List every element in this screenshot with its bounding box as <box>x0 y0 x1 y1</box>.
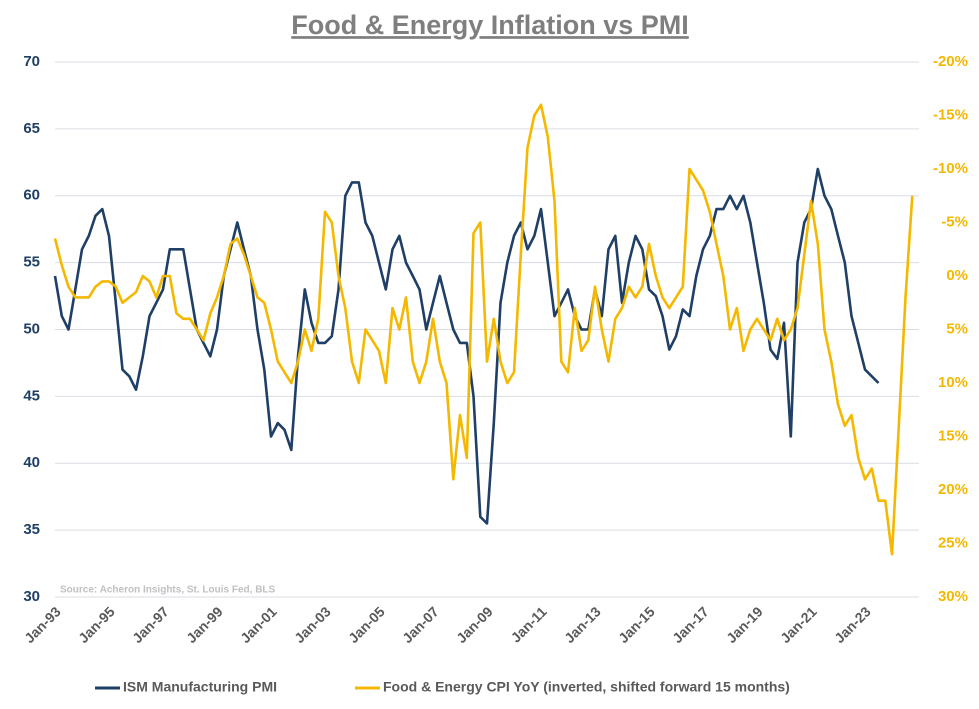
y2-tick-label: -5% <box>941 213 968 230</box>
legend-label: ISM Manufacturing PMI <box>123 679 277 695</box>
y2-tick-label: 25% <box>938 534 968 551</box>
x-tick-label: Jan-05 <box>345 603 388 646</box>
x-tick-label: Jan-15 <box>615 603 658 646</box>
y2-tick-label: -15% <box>933 106 968 123</box>
x-tick-label: Jan-03 <box>291 603 334 646</box>
y2-tick-label: 30% <box>938 588 968 605</box>
y2-tick-label: -20% <box>933 53 968 70</box>
y2-tick-label: 5% <box>946 320 968 337</box>
y-tick-label: 35 <box>23 521 40 538</box>
y-tick-label: 55 <box>23 254 40 271</box>
y2-tick-label: 15% <box>938 427 968 444</box>
chart-title: Food & Energy Inflation vs PMI <box>291 10 689 40</box>
x-tick-label: Jan-21 <box>777 603 820 646</box>
y-tick-label: 60 <box>23 187 40 204</box>
y-tick-label: 30 <box>23 588 40 605</box>
x-tick-label: Jan-93 <box>21 603 64 646</box>
y2-tick-label: 20% <box>938 481 968 498</box>
x-tick-label: Jan-01 <box>237 603 280 646</box>
y2-tick-label: 10% <box>938 374 968 391</box>
x-tick-label: Jan-95 <box>75 603 118 646</box>
y-tick-label: 45 <box>23 387 40 404</box>
x-tick-label: Jan-99 <box>183 603 226 646</box>
x-tick-label: Jan-17 <box>669 603 712 646</box>
x-tick-label: Jan-09 <box>453 603 496 646</box>
x-tick-label: Jan-07 <box>399 603 442 646</box>
y-tick-label: 40 <box>23 454 40 471</box>
y-tick-label: 65 <box>23 120 40 137</box>
x-tick-label: Jan-19 <box>723 603 766 646</box>
x-tick-label: Jan-11 <box>508 603 550 645</box>
line-series <box>53 167 880 525</box>
x-tick-label: Jan-23 <box>831 603 874 646</box>
y2-tick-label: -10% <box>933 160 968 177</box>
x-tick-label: Jan-13 <box>561 603 604 646</box>
y-tick-label: 70 <box>23 53 40 70</box>
y2-tick-label: 0% <box>946 267 968 284</box>
legend-label: Food & Energy CPI YoY (inverted, shifted… <box>383 679 790 695</box>
source-note: Source: Acheron Insights, St. Louis Fed,… <box>60 585 276 596</box>
x-tick-label: Jan-97 <box>129 603 172 646</box>
line-series <box>53 103 914 556</box>
y-tick-label: 50 <box>23 320 40 337</box>
